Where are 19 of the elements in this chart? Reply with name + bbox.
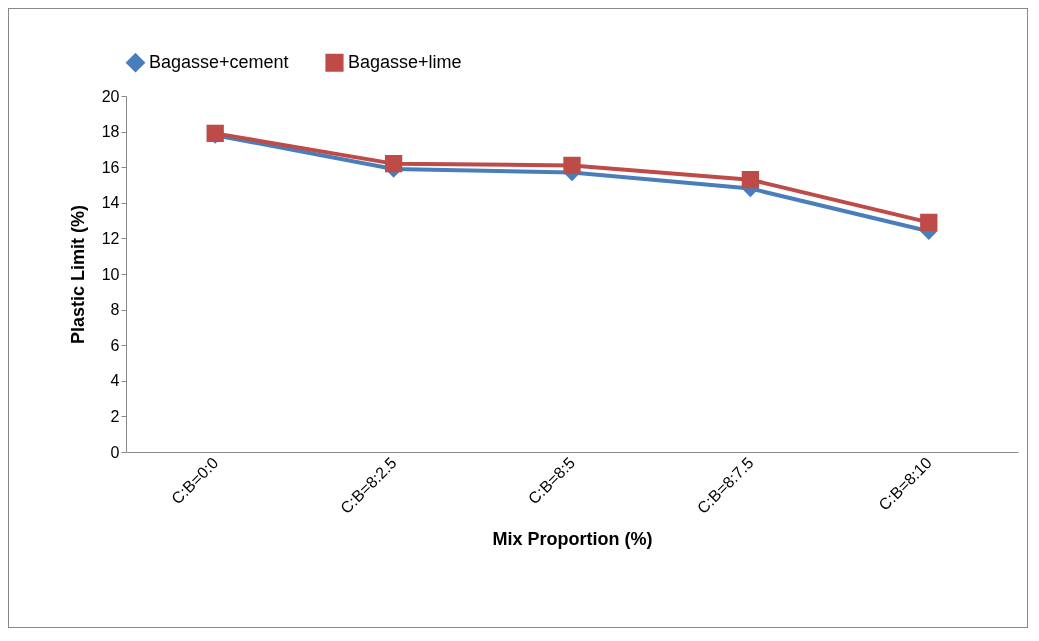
y-tick-label: 2 — [110, 407, 120, 425]
point — [384, 154, 403, 173]
y-tick-label: 20 — [101, 87, 120, 105]
x-axis-title: Mix Proportion (%) — [492, 528, 653, 549]
y-tick-label: 0 — [110, 443, 120, 461]
legend-label: Bagasse+lime — [348, 51, 462, 72]
y-tick-label: 14 — [101, 194, 120, 212]
y-tick-label: 4 — [110, 372, 120, 390]
y-tick-label: 12 — [101, 229, 120, 247]
y-tick-label: 8 — [110, 301, 120, 319]
y-tick-label: 18 — [101, 123, 120, 141]
point — [741, 171, 760, 189]
y-tick-label: 6 — [110, 336, 120, 354]
legend-label: Bagasse+cement — [149, 51, 289, 72]
y-axis-title: Plastic Limit (%) — [67, 204, 88, 345]
y-tick-label: 16 — [101, 158, 120, 176]
point — [563, 156, 581, 175]
point — [920, 213, 938, 232]
y-tick-label: 10 — [101, 265, 120, 283]
